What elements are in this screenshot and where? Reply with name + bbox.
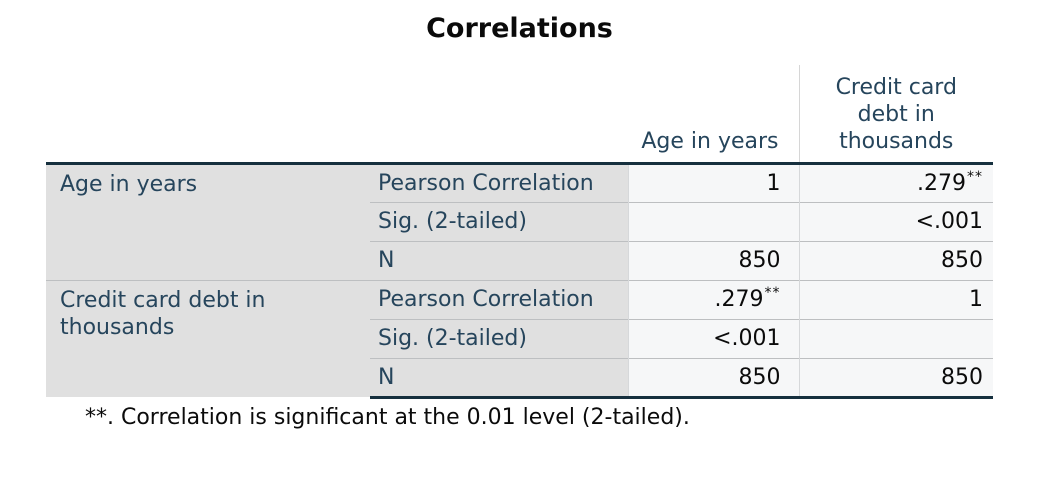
cell-age-age-pearson: 1 xyxy=(627,161,799,202)
cell-credit-credit-sig xyxy=(798,318,993,358)
stat-label-n: N xyxy=(370,240,628,280)
correlations-table: Age in years Credit card debt in thousan… xyxy=(46,65,993,399)
column-header-age: Age in years xyxy=(628,65,799,163)
cell-credit-credit-n: 850 xyxy=(798,357,993,399)
cell-value: .279 xyxy=(917,170,966,196)
stat-label-pearson: Pearson Correlation xyxy=(370,161,628,202)
cell-value: .279 xyxy=(714,287,764,312)
row-group-label-age: Age in years xyxy=(46,161,370,280)
table-row: N 850 850 xyxy=(46,357,993,399)
cell-age-credit-pearson: .279** xyxy=(798,161,993,202)
significance-marker: ** xyxy=(967,168,983,185)
cell-credit-age-n: 850 xyxy=(627,357,799,399)
table-row: Sig. (2-tailed) <.001 xyxy=(46,201,993,241)
cell-value: 1 xyxy=(766,170,781,196)
table-body: Age in years Pearson Correlation 1 .279*… xyxy=(46,161,993,399)
stat-label-n: N xyxy=(370,357,628,399)
header-row: Age in years Credit card debt in thousan… xyxy=(46,65,993,163)
cell-age-credit-sig: <.001 xyxy=(798,201,993,241)
cell-credit-age-pearson: .279** xyxy=(627,279,799,319)
table-header: Age in years Credit card debt in thousan… xyxy=(46,65,993,163)
table-row: N 850 850 xyxy=(46,240,993,280)
cell-value: 1 xyxy=(969,287,983,312)
column-header-credit: Credit card debt in thousands xyxy=(798,65,993,163)
cell-credit-age-sig: <.001 xyxy=(627,318,799,358)
header-corner-cell xyxy=(46,65,628,163)
cell-age-age-n: 850 xyxy=(627,240,799,280)
stat-label-sig: Sig. (2-tailed) xyxy=(370,318,628,358)
spss-output-page: Correlations Age in years Credit card de… xyxy=(46,0,993,432)
table-footnote: **. Correlation is significant at the 0.… xyxy=(85,404,690,430)
significance-marker: ** xyxy=(764,285,781,301)
stat-label-sig: Sig. (2-tailed) xyxy=(370,201,628,241)
table-row: Sig. (2-tailed) <.001 xyxy=(46,318,993,358)
table-row: Age in years Pearson Correlation 1 .279*… xyxy=(46,161,993,280)
cell-age-credit-n: 850 xyxy=(798,240,993,280)
cell-age-age-sig xyxy=(627,201,799,241)
stat-label-pearson: Pearson Correlation xyxy=(370,279,628,319)
cell-credit-credit-pearson: 1 xyxy=(798,279,993,319)
table-row: Credit card debt in thousands Pearson Co… xyxy=(46,279,993,397)
table-title: Correlations xyxy=(426,13,613,44)
row-group-label-credit: Credit card debt in thousands xyxy=(46,279,370,397)
